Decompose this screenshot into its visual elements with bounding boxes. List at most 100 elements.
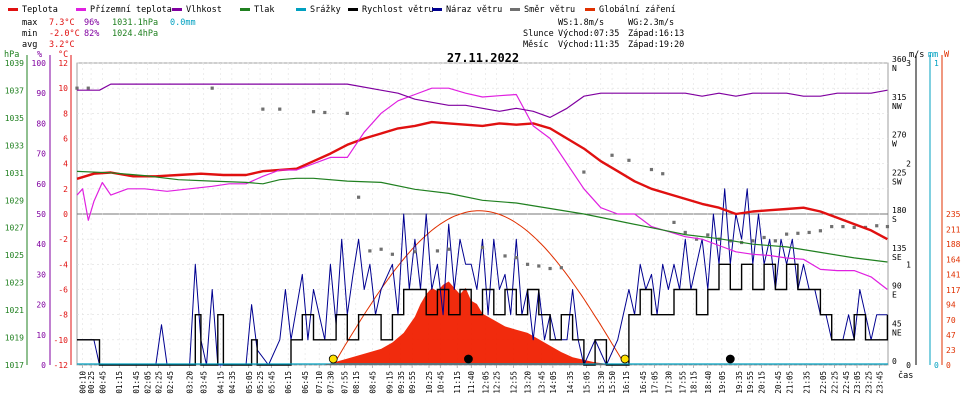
x-tick-label-41: 17:05: [650, 371, 659, 394]
x-tick-label-24: 09:55: [408, 371, 417, 394]
wind-direction-point-37: [785, 232, 789, 236]
hpa-tick-1: 1019: [5, 334, 24, 343]
hpa-tick-2: 1021: [5, 306, 24, 315]
x-tick-label-6: 02:25: [155, 371, 164, 394]
hpa-tick-0: 1017: [5, 361, 24, 370]
pct-tick-7: 70: [36, 150, 46, 159]
x-tick-label-34: 14:05: [549, 371, 558, 394]
legend-swatch-8: [585, 8, 595, 11]
wind-direction-point-7: [345, 111, 349, 115]
legend-swatch-1: [76, 8, 86, 11]
chart-title: 27.11.2022: [447, 51, 519, 65]
stats-min-press: 1024.4hPa: [112, 29, 158, 39]
sun-rise: Východ:07:35: [558, 29, 619, 39]
x-tick-label-53: 22:05: [819, 371, 828, 394]
wind-direction-point-16: [503, 254, 507, 258]
x-tick-label-4: 01:45: [132, 371, 141, 394]
x-tick-label-43: 17:55: [678, 371, 687, 394]
wind-direction-point-19: [537, 264, 541, 268]
x-tick-label-15: 06:15: [284, 371, 293, 394]
plot-area: [75, 83, 890, 366]
wind-direction-point-18: [525, 262, 530, 266]
degc-tick-5: -2: [58, 235, 68, 244]
x-tick-label-49: 20:15: [757, 371, 766, 394]
wind-direction-point-8: [356, 195, 361, 199]
pct-tick-3: 30: [36, 270, 46, 279]
wind-direction-point-9: [368, 249, 372, 253]
x-tick-label-31: 12:55: [509, 371, 518, 394]
moon-rise: Východ:11:35: [558, 40, 619, 50]
dir-compass-4: S: [892, 215, 897, 224]
degc-tick-11: 10: [58, 84, 68, 93]
legend-label-8: Globální záření: [599, 5, 676, 15]
wind-direction-point-12: [413, 250, 417, 254]
stats-min-label: min: [22, 29, 37, 39]
legend-label-4: Srážky: [310, 5, 341, 15]
degc-tick-8: 4: [63, 160, 68, 169]
x-tick-label-58: 23:45: [876, 371, 885, 394]
x-tick-label-56: 23:05: [853, 371, 862, 394]
hpa-tick-7: 1031: [5, 169, 24, 178]
x-tick-label-12: 05:05: [245, 371, 254, 394]
wind-wg: WG:2.3m/s: [628, 18, 674, 28]
pct-tick-4: 40: [36, 240, 46, 249]
grid: [76, 62, 889, 366]
x-tick-label-44: 18:15: [690, 371, 699, 394]
x-tick-label-17: 07:10: [315, 371, 324, 394]
mm-tick-0: 0: [934, 361, 939, 370]
w-tick-5: 117: [946, 286, 961, 295]
ms-tick-3: 3: [906, 59, 911, 68]
degc-tick-10: 8: [63, 109, 68, 118]
stats-max-rain: 0.0mm: [170, 18, 196, 28]
degc-tick-12: 12: [58, 59, 68, 68]
w-tick-6: 141: [946, 270, 961, 279]
wind-direction-point-46: [885, 224, 890, 229]
hpa-tick-3: 1023: [5, 279, 24, 288]
wind-direction-point-2: [210, 86, 214, 90]
pct-tick-10: 100: [32, 59, 47, 68]
series-line-3: [76, 170, 888, 263]
legend-swatch-6: [432, 8, 442, 11]
legend-label-0: Teplota: [22, 5, 58, 15]
x-tick-label-5: 02:05: [143, 371, 152, 394]
wind-direction-point-15: [480, 245, 485, 250]
wind-direction-point-21: [559, 266, 563, 270]
wind-direction-point-23: [610, 153, 614, 157]
sun-marker-0: [328, 354, 338, 364]
axis-units: hPa % °C m/s mm W čas: [4, 50, 950, 381]
dir-compass-1: NE: [892, 328, 902, 337]
w-tick-4: 94: [946, 301, 956, 310]
w-tick-3: 70: [946, 316, 956, 325]
x-tick-label-38: 15:50: [608, 371, 617, 394]
dir-compass-5: SW: [892, 177, 902, 186]
legend-swatch-2: [172, 8, 182, 11]
x-tick-label-0: 00:10: [79, 371, 88, 394]
wind-direction-point-36: [773, 239, 777, 243]
legend-swatch-3: [240, 8, 250, 11]
sun-set: Západ:16:13: [628, 29, 684, 39]
x-tick-label-7: 02:45: [166, 371, 175, 394]
hpa-tick-9: 1035: [5, 114, 24, 123]
stats-max-label: max: [22, 18, 37, 28]
unit-hpa: hPa: [4, 50, 19, 60]
x-tick-label-23: 09:35: [397, 371, 406, 394]
legend-swatch-5: [348, 8, 358, 11]
x-tick-label-2: 00:45: [98, 371, 107, 394]
w-tick-2: 47: [946, 331, 956, 340]
wind-direction-point-3: [261, 107, 265, 111]
legend-label-6: Náraz větru: [446, 5, 502, 15]
wind-direction-point-43: [852, 225, 856, 230]
wind-direction-point-1: [86, 86, 90, 90]
degc-tick-3: -6: [58, 286, 68, 295]
hpa-tick-11: 1039: [5, 59, 24, 68]
legend-label-3: Tlak: [254, 5, 274, 15]
wind-direction-point-22: [582, 170, 586, 174]
pct-tick-2: 20: [36, 301, 46, 310]
unit-mm: mm: [928, 50, 938, 60]
dir-tick-4: 180: [892, 206, 907, 215]
x-tick-label-33: 13:45: [538, 371, 547, 394]
legend-label-5: Rychlost větru: [362, 5, 434, 15]
x-tick-label-39: 16:15: [622, 371, 631, 394]
x-tick-label-30: 12:25: [493, 371, 502, 394]
stats-max-temp: 7.3°C: [49, 18, 75, 28]
